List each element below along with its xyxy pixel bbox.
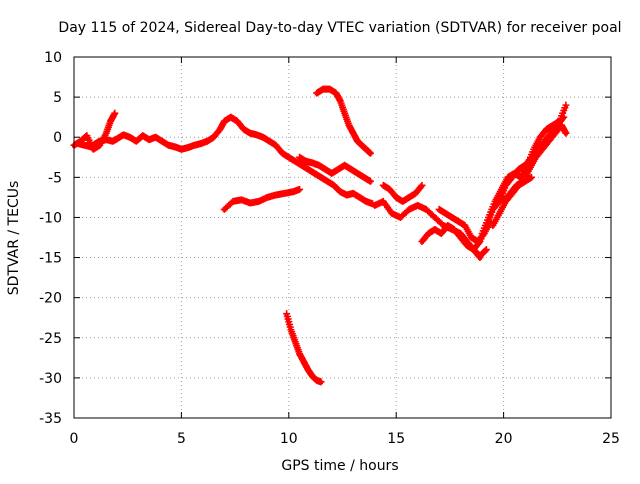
plot-frame xyxy=(73,56,612,419)
data-point xyxy=(111,109,119,117)
grid-layer xyxy=(74,57,611,418)
y-tick-label: 5 xyxy=(53,90,62,106)
data-point xyxy=(366,149,374,157)
x-tick-label: 20 xyxy=(495,431,513,447)
data-point xyxy=(366,177,374,185)
y-tick-label: -30 xyxy=(39,371,62,387)
data-point xyxy=(482,246,490,254)
y-tick-label: -25 xyxy=(39,331,62,347)
data-point xyxy=(317,378,325,386)
y-tick-label: -15 xyxy=(39,251,62,267)
series-track-12 xyxy=(478,101,570,237)
y-tick-label: -10 xyxy=(39,210,62,226)
series-track-4 xyxy=(296,153,374,185)
x-tick-label: 15 xyxy=(387,431,405,447)
series-track-2 xyxy=(74,113,377,208)
data-point xyxy=(528,173,536,181)
x-tick-label: 25 xyxy=(602,431,620,447)
series-track-9 xyxy=(418,221,490,260)
series-track-6 xyxy=(220,185,304,213)
series-track-14 xyxy=(489,173,536,229)
label-layer: 0 5 10 15 20 25 10 5 0 -5 -10 -15 -20 -25 -30 -35 xyxy=(39,50,620,447)
series-track-7 xyxy=(283,310,325,386)
data-point xyxy=(562,129,570,137)
data-point xyxy=(418,181,426,189)
y-tick-label: -5 xyxy=(48,170,62,186)
x-axis-label: GPS time / hours xyxy=(281,458,398,474)
y-axis-label: SDTVAR / TECUs xyxy=(6,181,22,296)
tick-layer xyxy=(73,56,612,419)
y-tick-label: -20 xyxy=(39,291,62,307)
y-tick-label: -35 xyxy=(39,411,62,427)
series-track-1 xyxy=(70,109,119,153)
x-tick-label: 5 xyxy=(177,431,186,447)
chart-title: Day 115 of 2024, Sidereal Day-to-day VTE… xyxy=(58,20,621,36)
data-point xyxy=(562,101,570,109)
y-tick-label: 10 xyxy=(44,50,62,66)
y-tick-label: 0 xyxy=(53,130,62,146)
data-point xyxy=(296,185,304,193)
series-track-5 xyxy=(313,85,374,157)
data-layer xyxy=(70,85,570,386)
x-tick-label: 0 xyxy=(70,431,79,447)
x-tick-label: 10 xyxy=(280,431,298,447)
series-track-8 xyxy=(379,181,426,205)
